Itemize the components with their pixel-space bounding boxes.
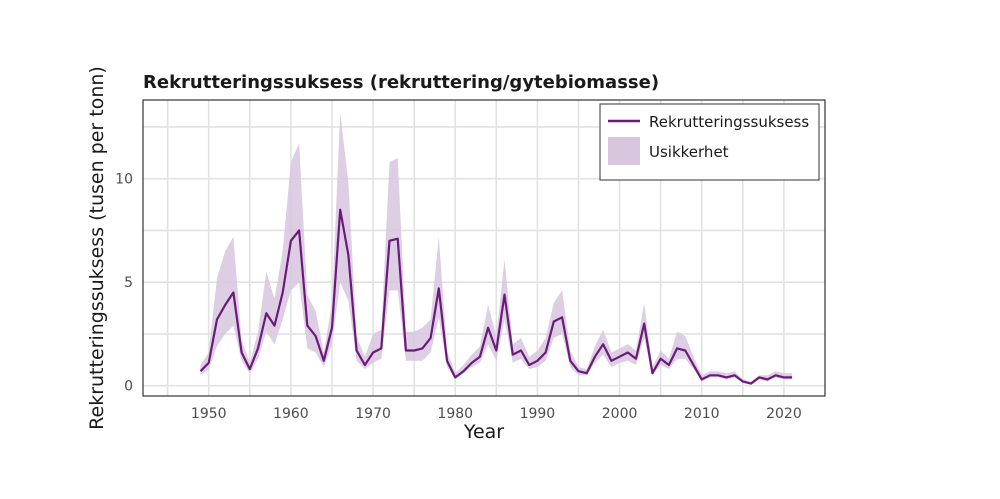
x-tick-labels: 1950 1960 1970 1980 1990 2000 2010 2020 [191, 406, 802, 422]
legend-label-line: Rekrutteringssuksess [649, 113, 809, 131]
y-tick-labels: 0 5 10 [115, 172, 133, 395]
legend: Rekrutteringssuksess Usikkerhet [599, 103, 820, 181]
x-tick-label: 1950 [191, 406, 227, 422]
x-axis-title: Year [463, 421, 504, 443]
x-tick-label: 2020 [766, 406, 802, 422]
y-tick-label: 0 [124, 379, 133, 395]
series-line-rekrutteringssuksess [199, 208, 793, 385]
series-line-layer [199, 208, 793, 385]
x-tick-label: 1970 [355, 406, 391, 422]
x-tick-label: 2000 [602, 406, 638, 422]
legend-label-band: Usikkerhet [649, 143, 729, 161]
y-tick-label: 10 [115, 172, 133, 188]
x-tick-label: 1960 [273, 406, 309, 422]
y-axis-title: Rekrutteringssuksess (tusen per tonn) [86, 66, 108, 430]
x-tick-label: 1990 [520, 406, 556, 422]
plot-frame [142, 99, 826, 397]
y-tick-label: 5 [124, 275, 133, 291]
legend-band-swatch [608, 137, 640, 165]
x-tick-label: 2010 [684, 406, 720, 422]
uncertainty-band-layer [200, 112, 793, 385]
x-tick-label: 1980 [437, 406, 473, 422]
uncertainty-band [200, 112, 793, 385]
chart-title: Rekrutteringssuksess (rekruttering/gyteb… [143, 72, 659, 93]
